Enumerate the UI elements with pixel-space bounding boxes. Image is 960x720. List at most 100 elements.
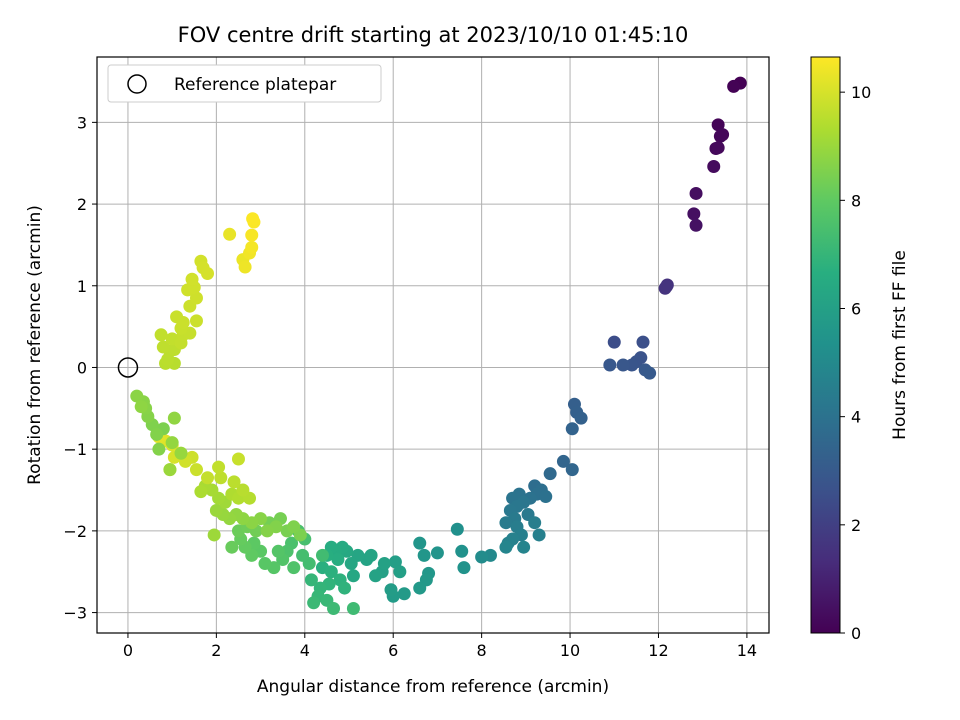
data-point — [346, 601, 360, 615]
x-axis: 0 2 4 6 8 10 12 14 — [123, 633, 757, 660]
legend-box — [107, 64, 382, 103]
y-tick-label: 3 — [77, 113, 87, 132]
plot-background — [97, 57, 769, 633]
data-point — [258, 557, 272, 571]
data-point — [223, 227, 237, 241]
data-point — [499, 516, 513, 530]
data-point — [236, 483, 250, 497]
x-tick-label: 6 — [388, 641, 398, 660]
data-point — [271, 544, 285, 558]
x-tick-label: 14 — [737, 641, 757, 660]
data-point — [543, 467, 557, 481]
legend-reference-marker — [127, 74, 147, 94]
data-point — [384, 583, 398, 597]
data-point — [245, 228, 259, 242]
data-point — [150, 427, 164, 441]
data-point — [307, 596, 321, 610]
data-point — [607, 335, 621, 349]
data-point — [344, 557, 358, 571]
data-point — [528, 516, 542, 530]
data-point — [245, 240, 259, 254]
data-point — [163, 463, 177, 477]
data-point — [616, 358, 630, 372]
data-point — [331, 552, 345, 566]
y-tick-label: −3 — [63, 604, 87, 623]
data-point — [377, 557, 391, 571]
data-point — [636, 335, 650, 349]
data-point — [225, 540, 239, 554]
data-point — [231, 452, 245, 466]
data-point — [338, 581, 352, 595]
data-point — [475, 550, 489, 564]
data-point — [212, 460, 226, 474]
data-point — [156, 340, 170, 354]
colorbar — [810, 56, 841, 634]
data-point — [397, 587, 411, 601]
data-point — [687, 207, 701, 221]
legend-label: Reference platepar — [174, 75, 336, 95]
data-point — [689, 218, 703, 232]
y-tick-label: −2 — [63, 522, 87, 541]
data-point — [287, 561, 301, 575]
data-point — [130, 389, 144, 403]
data-point — [556, 454, 570, 468]
data-point — [393, 565, 407, 579]
data-point — [134, 400, 148, 414]
data-point — [707, 159, 721, 173]
data-point — [189, 314, 203, 328]
data-point — [417, 548, 431, 562]
chart-title: FOV centre drift starting at 2023/10/10 … — [178, 23, 689, 47]
data-point — [194, 485, 208, 499]
y-tick-label: 1 — [77, 277, 87, 296]
data-point — [388, 555, 402, 569]
data-point — [643, 366, 657, 380]
data-point — [246, 212, 260, 226]
data-point — [517, 540, 531, 554]
data-point — [499, 540, 513, 554]
data-point — [185, 272, 199, 286]
y-tick-label: −1 — [63, 440, 87, 459]
data-point — [154, 328, 168, 342]
data-point — [413, 581, 427, 595]
data-point — [565, 422, 579, 436]
y-axis: −3 −2 −1 0 1 2 3 — [63, 113, 97, 623]
data-point — [603, 358, 617, 372]
legend: Reference platepar — [107, 64, 382, 103]
data-point — [287, 520, 301, 534]
data-point — [565, 463, 579, 477]
data-point — [711, 141, 725, 155]
data-point — [324, 565, 338, 579]
data-point — [346, 569, 360, 583]
reference-marker — [117, 357, 139, 378]
data-point — [574, 411, 588, 425]
data-point — [364, 548, 378, 562]
x-tick-label: 8 — [477, 641, 487, 660]
data-point — [209, 503, 223, 517]
data-point — [214, 471, 228, 485]
data-point — [207, 528, 221, 542]
plot-frame — [96, 56, 770, 634]
data-point — [227, 475, 241, 489]
colorbar-tick-label: 10 — [851, 83, 871, 102]
scatter-points — [130, 76, 747, 615]
y-tick-label: 2 — [77, 195, 87, 214]
data-point — [659, 280, 673, 294]
x-axis-label: Angular distance from reference (arcmin) — [257, 677, 609, 697]
data-point — [457, 561, 471, 575]
y-axis-label: Rotation from reference (arcmin) — [25, 205, 45, 485]
data-point — [201, 267, 215, 281]
x-tick-label: 2 — [211, 641, 221, 660]
colorbar-label: Hours from first FF file — [890, 250, 910, 440]
data-point — [304, 573, 318, 587]
data-point — [315, 548, 329, 562]
x-tick-label: 12 — [648, 641, 668, 660]
data-point — [539, 490, 553, 504]
data-point — [327, 601, 341, 615]
colorbar-tick-label: 0 — [851, 624, 861, 643]
data-point — [201, 471, 215, 485]
colorbar-tick-label: 8 — [851, 191, 861, 210]
data-point — [532, 528, 546, 542]
data-point — [430, 546, 444, 560]
data-point — [413, 536, 427, 550]
